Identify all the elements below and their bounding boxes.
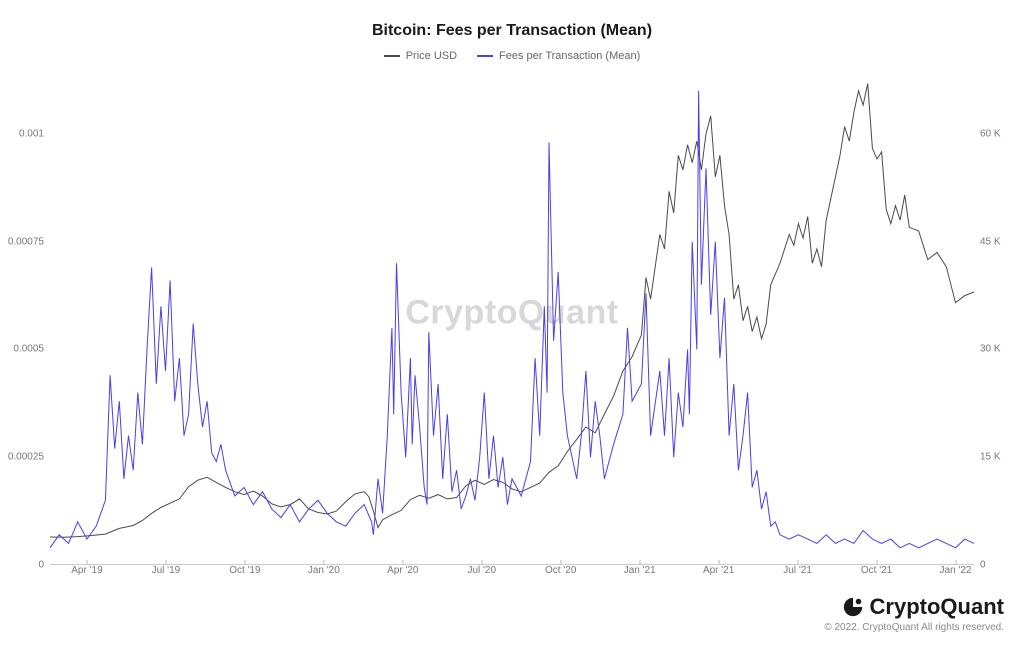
x-tick-mark — [165, 560, 166, 565]
x-tick-label: Jul '21 — [783, 565, 812, 576]
series-fees_mean — [50, 91, 974, 548]
y-right-tick: 15 K — [974, 452, 1024, 463]
x-tick-mark — [323, 560, 324, 565]
x-tick-mark — [244, 560, 245, 565]
x-tick-mark — [560, 560, 561, 565]
plot-svg — [50, 80, 974, 565]
x-tick-mark — [402, 560, 403, 565]
series-price_usd — [50, 84, 974, 538]
y-right-tick: 60 K — [974, 128, 1024, 139]
plot-area: CryptoQuant 00.000250.00050.000750.001 0… — [50, 80, 974, 565]
x-tick-label: Jul '20 — [467, 565, 496, 576]
x-tick-mark — [955, 560, 956, 565]
y-left-tick: 0.00025 — [0, 452, 50, 463]
x-tick-label: Jul '19 — [152, 565, 181, 576]
x-tick-label: Jan '21 — [624, 565, 656, 576]
x-tick-mark — [876, 560, 877, 565]
footer: CryptoQuant © 2022. CryptoQuant All righ… — [824, 594, 1004, 633]
y-right-tick: 30 K — [974, 344, 1024, 355]
y-axis-right: 015 K30 K45 K60 K — [974, 80, 1024, 565]
x-tick-label: Jan '22 — [940, 565, 972, 576]
y-right-tick: 45 K — [974, 236, 1024, 247]
legend-item: Price USD — [384, 50, 457, 62]
y-left-tick: 0.00075 — [0, 236, 50, 247]
brand: CryptoQuant — [824, 594, 1004, 620]
x-tick-label: Oct '21 — [861, 565, 892, 576]
brand-text: CryptoQuant — [870, 594, 1004, 620]
x-tick-label: Apr '21 — [703, 565, 734, 576]
x-tick-label: Apr '19 — [71, 565, 102, 576]
legend-swatch — [477, 55, 493, 57]
x-axis: Apr '19 Jul '19 Oct '19 Jan '20 Apr '20 Jul '… — [50, 565, 974, 585]
x-tick-mark — [481, 560, 482, 565]
x-tick-mark — [797, 560, 798, 565]
y-axis-left: 00.000250.00050.000750.001 — [0, 80, 50, 565]
legend: Price USD Fees per Transaction (Mean) — [0, 48, 1024, 62]
x-tick-mark — [86, 560, 87, 565]
brand-icon — [842, 596, 864, 618]
legend-label: Price USD — [406, 50, 457, 62]
y-right-tick: 0 — [974, 560, 1024, 571]
chart-container: Bitcoin: Fees per Transaction (Mean) Pri… — [0, 0, 1024, 645]
chart-title: Bitcoin: Fees per Transaction (Mean) — [0, 0, 1024, 40]
x-tick-mark — [718, 560, 719, 565]
x-tick-label: Apr '20 — [387, 565, 418, 576]
y-left-tick: 0 — [0, 560, 50, 571]
x-tick-label: Oct '20 — [545, 565, 576, 576]
x-tick-label: Jan '20 — [308, 565, 340, 576]
copyright: © 2022. CryptoQuant All rights reserved. — [824, 622, 1004, 633]
x-tick-mark — [639, 560, 640, 565]
legend-item: Fees per Transaction (Mean) — [477, 50, 640, 62]
y-left-tick: 0.001 — [0, 128, 50, 139]
legend-label: Fees per Transaction (Mean) — [499, 50, 640, 62]
y-left-tick: 0.0005 — [0, 344, 50, 355]
x-tick-label: Oct '19 — [229, 565, 260, 576]
legend-swatch — [384, 55, 400, 57]
